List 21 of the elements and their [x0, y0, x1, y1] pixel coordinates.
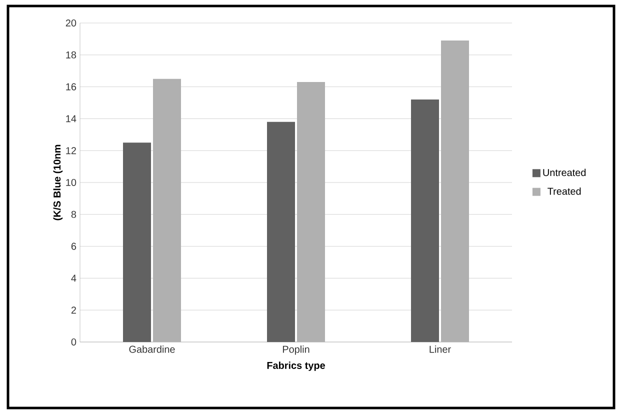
y-tick-label: 12 [66, 147, 76, 154]
y-tick-label: 18 [66, 51, 76, 58]
x-tick-label: Gabardine [129, 346, 175, 353]
bar [267, 122, 296, 342]
y-tick-label: 6 [71, 242, 76, 250]
bar [411, 100, 440, 342]
x-tick-label: Liner [430, 346, 451, 353]
x-axis-title: Fabrics type [267, 362, 326, 371]
y-tick-label: 16 [66, 83, 76, 90]
y-tick-label: 4 [71, 274, 76, 282]
y-tick-label: 10 [66, 178, 76, 186]
y-tick-label: 20 [66, 19, 76, 27]
y-tick-label: 0 [71, 338, 76, 346]
bar [123, 142, 152, 342]
legend-label: Treated [548, 187, 581, 195]
y-tick-label: 2 [71, 306, 76, 314]
y-tick-label: 14 [66, 115, 76, 122]
x-tick-label: Poplin [282, 346, 310, 355]
legend-label: Untreated [543, 168, 586, 176]
y-axis-title: (K/S Blue (10nm [53, 144, 63, 220]
y-tick-label: 8 [71, 210, 76, 218]
